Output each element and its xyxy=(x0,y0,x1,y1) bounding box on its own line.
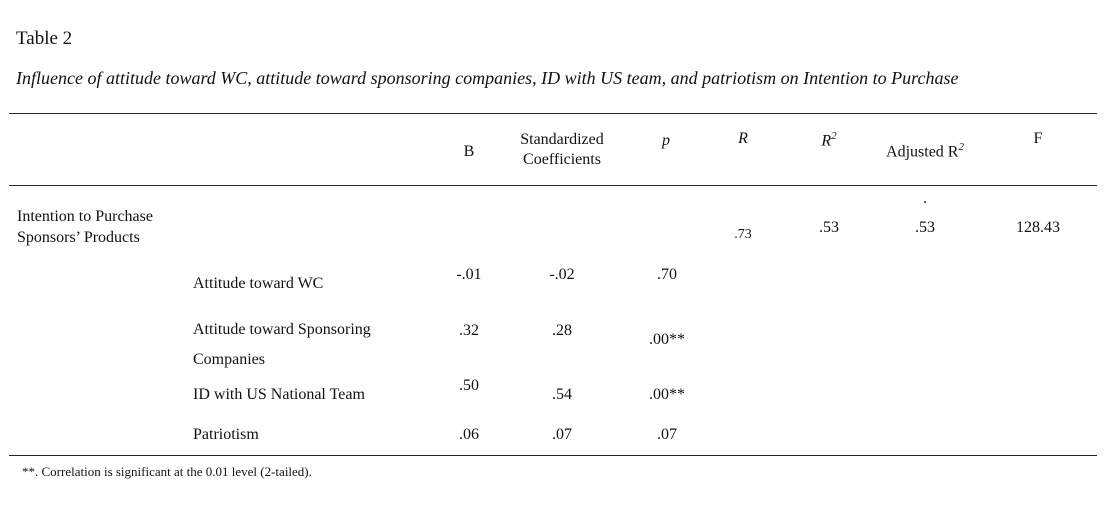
top-rule xyxy=(9,113,1097,114)
model-r: .73 xyxy=(734,227,752,242)
row-std: .07 xyxy=(552,426,572,443)
header-r-squared: R2 xyxy=(821,130,836,150)
header-r2-sup: 2 xyxy=(831,130,837,142)
row-p: .00** xyxy=(649,331,685,348)
model-adj-r2: .53 xyxy=(915,219,935,236)
model-label-line1: Intention to Purchase xyxy=(17,208,153,225)
model-label: Intention to Purchase Sponsors’ Products xyxy=(17,206,153,248)
row-b: .50 xyxy=(459,377,479,394)
row-b: .32 xyxy=(459,322,479,339)
row-std: .54 xyxy=(552,386,572,403)
model-f: 128.43 xyxy=(1016,219,1060,236)
header-p: p xyxy=(662,132,670,149)
header-b: B xyxy=(463,143,475,160)
header-standardized-coefficients: Standardized Coefficients xyxy=(520,130,604,170)
table-label: Table 2 xyxy=(16,28,73,49)
header-std-line2: Coefficients xyxy=(523,151,601,168)
row-std: .28 xyxy=(552,322,572,339)
header-adjusted-r-squared: Adjusted R2 xyxy=(886,141,964,161)
header-std-line1: Standardized xyxy=(520,131,604,148)
row-b: -.01 xyxy=(456,266,482,283)
model-label-line2: Sponsors’ Products xyxy=(17,229,140,246)
model-r2: .53 xyxy=(819,219,839,236)
header-adj-base: Adjusted R xyxy=(886,143,959,161)
bottom-rule xyxy=(9,455,1097,456)
header-f: F xyxy=(1033,130,1043,147)
row-label-line2: Companies xyxy=(193,351,265,368)
row-label: Attitude toward Sponsoring Companies xyxy=(193,315,371,375)
header-rule xyxy=(9,185,1097,186)
row-p: .07 xyxy=(657,426,677,443)
table-footnote: **. Correlation is significant at the 0.… xyxy=(22,464,312,479)
row-label: Attitude toward WC xyxy=(193,275,324,292)
row-label-line1: Attitude toward Sponsoring xyxy=(193,321,371,338)
row-p: .00** xyxy=(649,386,685,403)
row-p: .70 xyxy=(657,266,677,283)
row-label: Patriotism xyxy=(193,426,259,443)
header-r: R xyxy=(738,130,748,147)
row-std: -.02 xyxy=(549,266,575,283)
row-b: .06 xyxy=(459,426,479,443)
header-adj-sup: 2 xyxy=(958,141,964,153)
header-r2-base: R xyxy=(821,132,832,150)
table-caption: Influence of attitude toward WC, attitud… xyxy=(16,68,959,88)
row-label: ID with US National Team xyxy=(193,386,365,403)
model-adj-dot: . xyxy=(923,190,927,207)
